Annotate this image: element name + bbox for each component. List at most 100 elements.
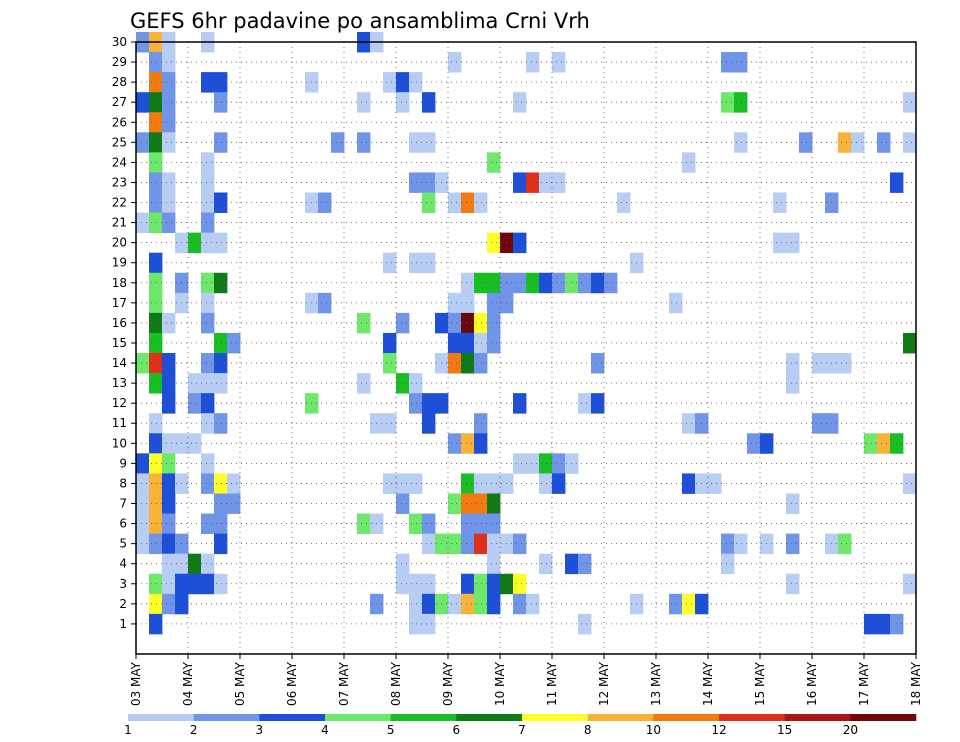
x-tick-label: 07 MAY: [337, 661, 351, 706]
heatmap-cell: [201, 553, 215, 575]
heatmap-cell: [162, 192, 176, 213]
heatmap-cell: [578, 553, 592, 575]
grid-lines: [136, 41, 916, 654]
heatmap-cell: [201, 292, 215, 314]
heatmap-cell: [149, 533, 163, 555]
x-tick-label: 10 MAY: [493, 661, 507, 706]
y-tick-label: 24: [112, 155, 127, 169]
y-tick-label: 2: [119, 597, 127, 611]
heatmap-cell: [448, 493, 462, 514]
heatmap-cell: [149, 373, 163, 394]
heatmap-cell: [864, 433, 878, 454]
heatmap-cell: [604, 272, 618, 294]
heatmap-cell: [201, 573, 215, 595]
heatmap-cell: [448, 292, 462, 314]
heatmap-cell: [838, 353, 852, 374]
heatmap-cell: [214, 413, 228, 434]
heatmap-cell: [214, 373, 228, 394]
heatmap-cell: [214, 332, 228, 354]
x-tick-label: 18 MAY: [909, 661, 923, 706]
heatmap-cell: [136, 513, 150, 535]
y-tick-label: 9: [119, 456, 127, 470]
heatmap-cell: [357, 312, 371, 334]
heatmap-cell: [227, 493, 241, 514]
heatmap-cell: [812, 353, 826, 374]
heatmap-cell: [487, 312, 501, 334]
heatmap-cell: [474, 533, 488, 555]
heatmap-cell: [227, 332, 241, 354]
heatmap-cell: [396, 373, 410, 394]
heatmap-cell: [721, 533, 735, 555]
heatmap-cell: [487, 232, 501, 254]
heatmap-cell: [383, 353, 397, 374]
heatmap-cell: [162, 513, 176, 535]
heatmap-cell: [201, 353, 215, 374]
heatmap-cell: [864, 613, 878, 635]
heatmap-cell: [149, 112, 163, 133]
heatmap-cell: [162, 132, 176, 153]
heatmap-cell: [487, 292, 501, 314]
heatmap-cell: [149, 613, 163, 635]
heatmap-cell: [188, 433, 202, 454]
heatmap-cell: [487, 152, 501, 173]
heatmap-cell: [591, 272, 605, 294]
heatmap-cell: [422, 172, 436, 193]
heatmap-cell: [149, 332, 163, 354]
heatmap-cell: [669, 292, 683, 314]
heatmap-cell: [201, 513, 215, 535]
y-tick-label: 18: [112, 276, 127, 290]
heatmap-cell: [162, 112, 176, 133]
heatmap-cell: [422, 252, 436, 274]
x-tick-label: 08 MAY: [389, 661, 403, 706]
heatmap-cell: [136, 533, 150, 555]
colorbar-swatch: [128, 714, 194, 721]
colorbar-swatch: [522, 714, 588, 721]
heatmap-cell: [162, 593, 176, 615]
heatmap-cell: [162, 212, 176, 234]
heatmap-cell: [539, 453, 553, 474]
heatmap-cell: [591, 393, 605, 414]
heatmap-cell: [149, 413, 163, 434]
heatmap-cell: [162, 373, 176, 394]
heatmap-cell: [461, 433, 475, 454]
heatmap-cell: [136, 92, 150, 113]
colorbar-label: 20: [843, 723, 858, 737]
heatmap-cell: [487, 573, 501, 595]
heatmap-cell: [136, 493, 150, 514]
heatmap-cell: [136, 212, 150, 234]
x-tick-label: 17 MAY: [857, 661, 871, 706]
heatmap-cell: [162, 553, 176, 575]
heatmap-cell: [201, 72, 215, 93]
colorbar-label: 15: [777, 723, 792, 737]
heatmap-cell: [357, 513, 371, 535]
heatmap-cell: [578, 393, 592, 414]
heatmap-cell: [162, 312, 176, 334]
heatmap-cell: [487, 493, 501, 514]
heatmap-cell: [461, 473, 475, 494]
heatmap-cell: [734, 52, 748, 73]
heatmap-cell: [474, 433, 488, 454]
heatmap-cell: [149, 172, 163, 193]
heatmap-cell: [149, 292, 163, 314]
heatmap-cell: [578, 272, 592, 294]
heatmap-cell: [734, 92, 748, 113]
heatmap-cell: [201, 212, 215, 234]
heatmap-cell: [461, 493, 475, 514]
x-tick-label: 05 MAY: [233, 661, 247, 706]
heatmap-cell: [851, 132, 865, 153]
heatmap-cell: [136, 353, 150, 374]
heatmap-cell: [188, 232, 202, 254]
colorbar-label: 2: [190, 723, 198, 737]
heatmap-cell: [214, 272, 228, 294]
colorbar-label: 1: [124, 723, 132, 737]
heatmap-cell: [409, 393, 423, 414]
heatmap-cell: [383, 473, 397, 494]
heatmap-cell: [552, 52, 566, 73]
heatmap-cell: [539, 553, 553, 575]
x-tick-label: 06 MAY: [285, 661, 299, 706]
colorbar-label: 3: [256, 723, 264, 737]
heatmap-cell: [318, 292, 332, 314]
heatmap-cell: [448, 312, 462, 334]
heatmap-cell: [903, 332, 917, 354]
y-tick-label: 7: [119, 497, 127, 511]
